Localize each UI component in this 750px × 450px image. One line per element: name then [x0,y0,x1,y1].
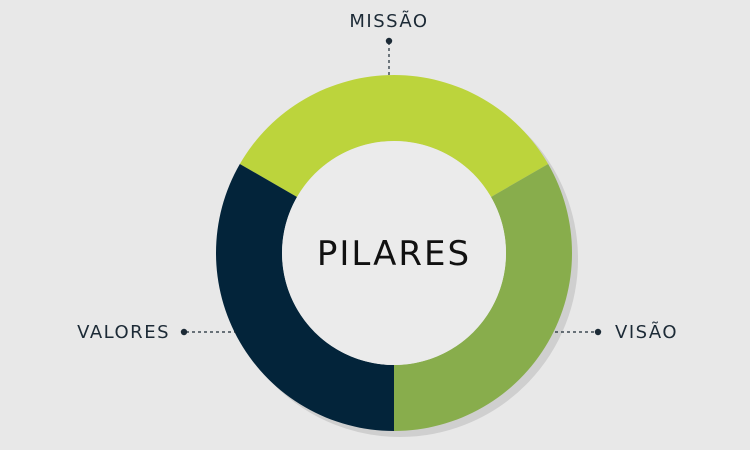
connector-visao [555,328,602,336]
label-visao: VISÃO [615,321,678,343]
dot-visao [594,328,602,336]
label-missao: MISSÃO [349,10,428,32]
dot-missao [385,37,393,45]
center-title: PILARES [317,234,471,274]
center-disc [282,141,506,365]
segment-visao [394,164,572,431]
connector-missao [385,37,393,76]
dot-valores [180,328,188,336]
segment-valores [216,164,394,431]
segment-missao [239,75,549,197]
connector-valores [180,328,236,336]
label-valores: VALORES [77,322,170,343]
